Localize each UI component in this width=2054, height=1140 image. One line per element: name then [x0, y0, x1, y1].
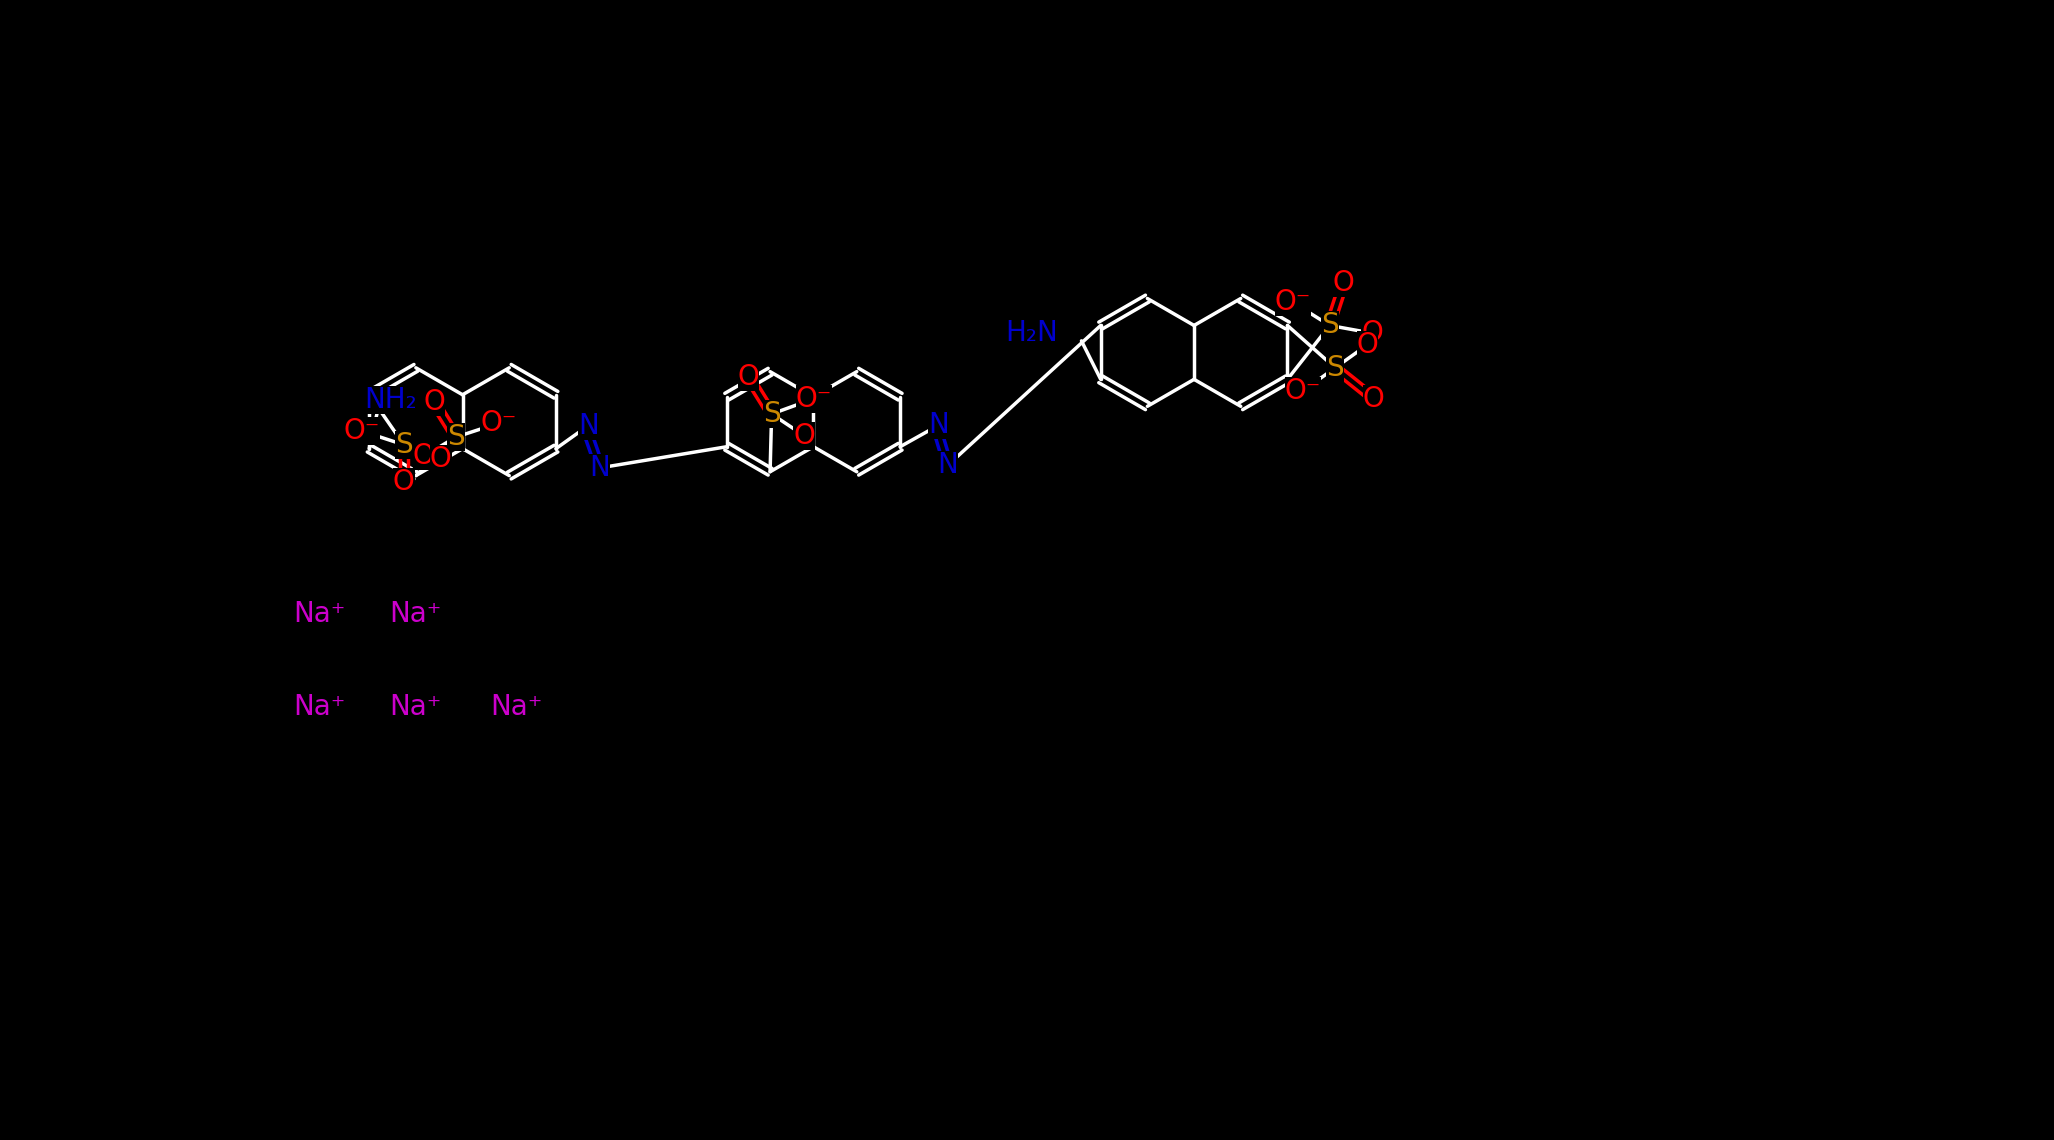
Text: Na⁺: Na⁺ [390, 600, 442, 628]
Text: O⁻: O⁻ [1284, 377, 1321, 405]
Text: N: N [577, 412, 598, 440]
Text: Na⁺: Na⁺ [390, 693, 442, 720]
Text: S: S [1327, 353, 1343, 382]
Text: O: O [413, 442, 435, 471]
Text: O: O [423, 389, 446, 416]
Text: O: O [392, 467, 415, 496]
Text: N: N [589, 454, 610, 482]
Text: NH₂: NH₂ [364, 386, 417, 414]
Text: O⁻: O⁻ [481, 409, 516, 438]
Text: Na⁺: Na⁺ [294, 600, 345, 628]
Text: S: S [762, 400, 781, 428]
Text: O: O [1356, 331, 1378, 359]
Text: O: O [429, 445, 452, 473]
Text: O⁻: O⁻ [795, 384, 832, 413]
Text: S: S [1321, 311, 1339, 340]
Text: O: O [737, 363, 760, 391]
Text: Na⁺: Na⁺ [489, 693, 542, 720]
Text: S: S [448, 423, 464, 451]
Text: S: S [394, 431, 413, 458]
Text: O: O [793, 422, 815, 449]
Text: H₂N: H₂N [1006, 319, 1058, 348]
Text: O⁻: O⁻ [1276, 288, 1310, 316]
Text: O: O [1362, 319, 1382, 348]
Text: N: N [937, 451, 959, 479]
Text: O: O [1333, 269, 1354, 298]
Text: O: O [1362, 384, 1384, 413]
Text: N: N [928, 412, 949, 439]
Text: O⁻: O⁻ [343, 417, 380, 445]
Text: Na⁺: Na⁺ [294, 693, 345, 720]
